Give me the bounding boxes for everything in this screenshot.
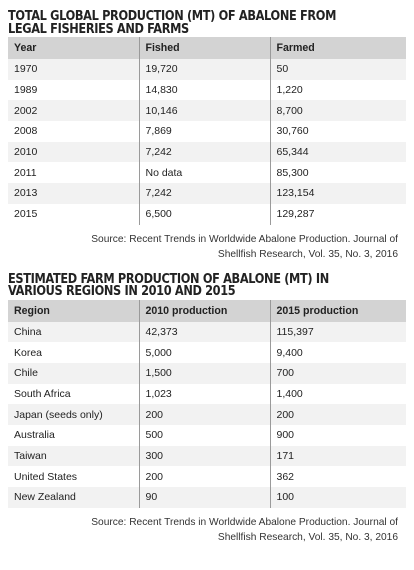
table-cell: Australia (8, 424, 139, 446)
table-row: Korea 5,000 9,400 (8, 342, 406, 363)
table-row: China 42,373 115,397 (8, 321, 406, 343)
table-cell: 5,000 (138, 342, 270, 363)
table-row: 2008 7,869 30,760 (8, 121, 406, 142)
table2-title: ESTIMATED FARM PRODUCTION OF ABALONE (MT… (8, 271, 404, 300)
table-row: 2015 6,500 129,287 (8, 203, 406, 225)
table2-title-line1: ESTIMATED FARM PRODUCTION OF ABALONE (MT… (8, 271, 329, 287)
table-cell: Chile (8, 362, 139, 384)
table-cell: 2015 (8, 203, 139, 225)
table-cell: 42,373 (138, 321, 270, 343)
table2-section: ESTIMATED FARM PRODUCTION OF ABALONE (MT… (0, 271, 414, 546)
table-row: 2013 7,242 123,154 (8, 183, 406, 204)
table-cell: 19,720 (138, 59, 270, 80)
source-line1: Source: Recent Trends in Worldwide Abalo… (91, 516, 398, 528)
table1-title-line1: TOTAL GLOBAL PRODUCTION (MT) OF ABALONE … (8, 9, 337, 24)
table-cell: 129,287 (269, 203, 406, 225)
column-header-farmed: Farmed (269, 37, 406, 59)
table-cell: 1,500 (138, 362, 270, 384)
table-cell: 100 (269, 487, 406, 508)
table2-source: Source: Recent Trends in Worldwide Abalo… (8, 515, 406, 546)
table-cell: 300 (138, 445, 270, 467)
table-cell: 85,300 (269, 162, 406, 184)
table-cell: 14,830 (138, 79, 270, 101)
table-cell: 1970 (8, 59, 139, 80)
table-cell: 10,146 (138, 100, 270, 122)
table-cell: Japan (seeds only) (8, 404, 139, 425)
table-cell: 115,397 (269, 321, 406, 343)
table-cell: 171 (269, 445, 406, 467)
table-cell: No data (138, 162, 270, 184)
table-row: Taiwan 300 171 (8, 445, 406, 467)
table-cell: 90 (138, 487, 270, 508)
table-cell: 7,242 (138, 183, 270, 204)
table-header-row: Year Fished Farmed (8, 37, 406, 59)
regional-farm-production-table: Region 2010 production 2015 production C… (8, 299, 406, 508)
table-cell: South Africa (8, 383, 139, 405)
table-header-row: Region 2010 production 2015 production (8, 299, 406, 322)
table-row: 2002 10,146 8,700 (8, 100, 406, 122)
column-header-2015-production: 2015 production (269, 299, 406, 322)
table-cell: 9,400 (269, 342, 406, 363)
source-line2: Shellfish Research, Vol. 35, No. 3, 2016 (217, 249, 398, 260)
table-cell: 200 (269, 404, 406, 425)
table-cell: 7,869 (138, 121, 270, 142)
table-cell: Korea (8, 342, 139, 363)
table-cell: 200 (138, 466, 270, 487)
table-cell: 362 (269, 466, 406, 487)
column-header-fished: Fished (138, 37, 270, 59)
column-header-year: Year (8, 37, 139, 59)
table-row: New Zealand 90 100 (8, 487, 406, 508)
table2-title-line2: VARIOUS REGIONS IN 2010 AND 2015 (8, 284, 236, 299)
table-cell: 2013 (8, 183, 139, 204)
source-line1: Source: Recent Trends in Worldwide Abalo… (91, 233, 398, 245)
table-cell: 500 (138, 424, 270, 446)
table-row: United States 200 362 (8, 466, 406, 487)
table-cell: 2008 (8, 121, 139, 142)
table-cell: 8,700 (269, 100, 406, 122)
column-header-region: Region (8, 299, 139, 322)
table-cell: 2002 (8, 100, 139, 122)
table-row: 2010 7,242 65,344 (8, 141, 406, 163)
table-cell: 65,344 (269, 141, 406, 163)
table-row: South Africa 1,023 1,400 (8, 383, 406, 405)
table-row: Chile 1,500 700 (8, 362, 406, 384)
table1-title: TOTAL GLOBAL PRODUCTION (MT) OF ABALONE … (8, 0, 404, 37)
table-row: 2011 No data 85,300 (8, 162, 406, 184)
table1-title-line2: LEGAL FISHERIES AND FARMS (8, 21, 189, 37)
table-cell: 1,023 (138, 383, 270, 405)
table-cell: 700 (269, 362, 406, 384)
table-cell: 900 (269, 424, 406, 446)
column-header-2010-production: 2010 production (138, 299, 270, 322)
table-cell: 1989 (8, 79, 139, 101)
table-cell: 200 (138, 404, 270, 425)
table-cell: 6,500 (138, 203, 270, 225)
abalone-production-table: Year Fished Farmed 1970 19,720 50 1989 14,83… (8, 37, 406, 225)
table-cell: 50 (269, 59, 406, 80)
table-row: 1989 14,830 1,220 (8, 79, 406, 101)
table-cell: 123,154 (269, 183, 406, 204)
table-cell: 2011 (8, 162, 139, 184)
table-row: 1970 19,720 50 (8, 59, 406, 80)
table-cell: 7,242 (138, 141, 270, 163)
table-row: Australia 500 900 (8, 424, 406, 446)
table-cell: 1,220 (269, 79, 406, 101)
source-line2: Shellfish Research, Vol. 35, No. 3, 2016 (217, 532, 398, 544)
table-cell: 2010 (8, 141, 139, 163)
table-cell: 1,400 (269, 383, 406, 405)
table-row: Japan (seeds only) 200 200 (8, 404, 406, 425)
table1-source: Source: Recent Trends in Worldwide Abalo… (8, 232, 406, 274)
table-cell: 30,760 (269, 121, 406, 142)
table1-section: TOTAL GLOBAL PRODUCTION (MT) OF ABALONE … (0, 0, 414, 274)
table-cell: China (8, 321, 139, 343)
table-cell: United States (8, 466, 139, 487)
table-cell: Taiwan (8, 445, 139, 467)
table-cell: New Zealand (8, 487, 139, 508)
